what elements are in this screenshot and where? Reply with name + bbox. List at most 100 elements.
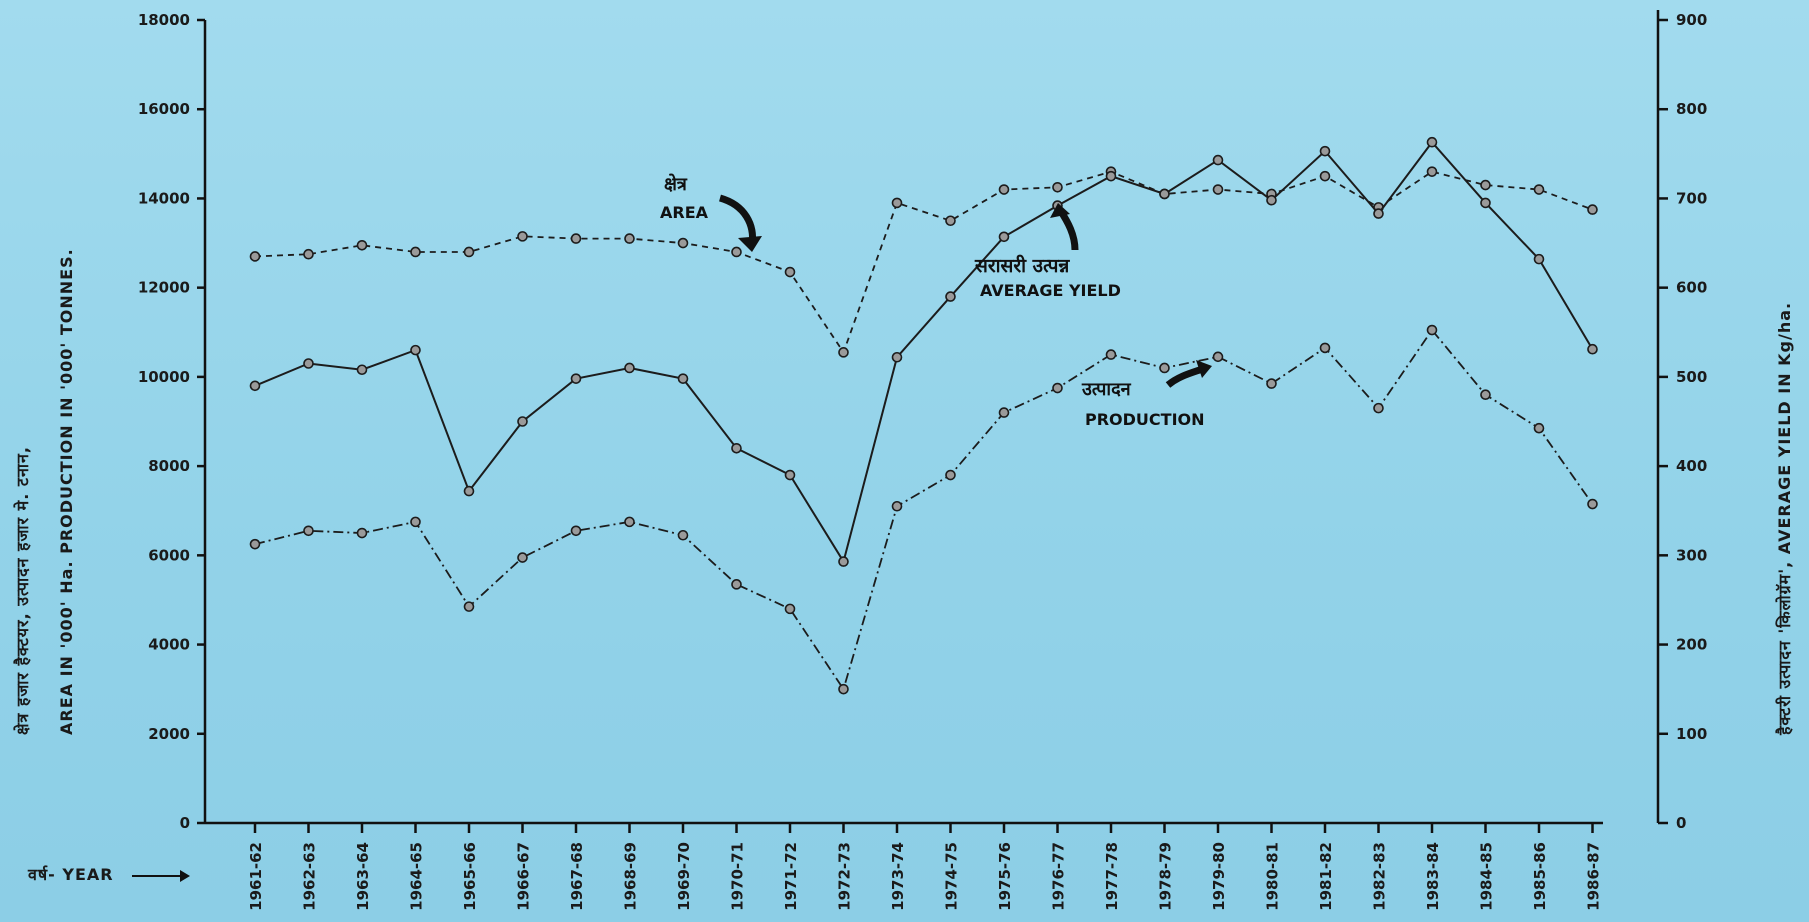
right-axis-title: हैक्टरी उत्पादन 'किलोग्रॅम', AVERAGE YIE…: [1775, 302, 1794, 736]
data-point-average-yield: [517, 416, 528, 427]
x-axis-label: वर्ष- YEAR: [27, 865, 114, 884]
data-point-production: [624, 516, 635, 528]
data-point-production: [1052, 382, 1063, 394]
data-point-average-yield: [1159, 188, 1170, 200]
data-point-area: [677, 237, 689, 249]
x-tick-label: 1984-85: [1478, 842, 1496, 911]
data-point-area: [356, 239, 368, 251]
data-point-area: [731, 246, 742, 258]
data-point-average-yield: [1319, 145, 1331, 157]
x-tick-label: 1976-77: [1050, 842, 1068, 911]
data-point-area: [303, 248, 314, 260]
data-point-area: [624, 233, 635, 244]
x-tick-label: 1982-83: [1371, 842, 1389, 911]
yield-annotation-hindi: सरासरी उत्पन्न: [974, 254, 1070, 277]
data-point-average-yield: [1533, 253, 1545, 265]
data-point-production: [1587, 498, 1598, 510]
data-point-average-yield: [570, 373, 582, 384]
production-annotation-hindi: उत्पादन: [1081, 379, 1132, 400]
production-pointer-arrow: [1165, 364, 1207, 388]
series-line-average-yield: [254, 140, 1594, 565]
data-point-production: [731, 579, 742, 590]
data-point-average-yield: [624, 362, 635, 374]
data-point-production: [463, 601, 475, 612]
left-y-tick-label: 10000: [138, 368, 190, 386]
left-y-tick-label: 12000: [138, 279, 190, 297]
data-point-area: [1319, 170, 1331, 182]
x-tick-label: 1985-86: [1531, 842, 1549, 911]
x-tick-label: 1977-78: [1103, 842, 1121, 911]
data-point-average-yield: [1587, 343, 1598, 355]
data-point-average-yield: [249, 380, 261, 392]
series-line-area: [254, 170, 1593, 355]
right-y-tick-label: 400: [1676, 457, 1707, 475]
right-y-ticks: 0 100 200 300 400 500 600 700 800 900: [1658, 11, 1707, 832]
area-annotation: AREA: [660, 203, 709, 222]
axes: [203, 10, 1660, 825]
data-point-production: [1212, 351, 1224, 363]
data-point-production: [1266, 378, 1277, 389]
data-point-area: [1052, 181, 1063, 193]
data-point-production: [1319, 342, 1331, 354]
data-point-average-yield: [945, 291, 956, 302]
data-point-average-yield: [1105, 170, 1117, 182]
left-y-ticks: 0 2000 4000 6000 8000 10000 12000 14000 16000 180…: [138, 11, 205, 832]
x-tick-label: 1965-66: [461, 842, 479, 911]
data-point-average-yield: [998, 231, 1010, 243]
data-point-production: [1373, 402, 1384, 414]
data-point-average-yield: [1480, 197, 1491, 209]
x-tick-label: 1962-63: [301, 842, 319, 911]
data-point-production: [677, 529, 689, 541]
data-point-production: [517, 552, 528, 563]
x-axis-arrow-head: [180, 870, 190, 882]
data-point-production: [891, 500, 903, 512]
data-point-area: [463, 246, 475, 258]
data-point-production: [1533, 422, 1545, 434]
x-tick-label: 1967-68: [568, 842, 586, 911]
data-point-area: [1587, 204, 1598, 215]
area-pointer-arrowhead: [738, 236, 762, 252]
right-y-tick-label: 600: [1676, 279, 1707, 297]
x-tick-label: 1964-65: [408, 842, 426, 911]
x-tick-label: 1973-74: [889, 842, 907, 911]
left-y-tick-label: 14000: [138, 189, 190, 207]
data-point-area: [410, 246, 421, 258]
data-point-production: [410, 516, 421, 528]
data-point-production: [1105, 349, 1117, 360]
x-tick-label: 1983-84: [1424, 842, 1442, 911]
left-y-tick-label: 6000: [148, 546, 190, 564]
data-point-average-yield: [410, 344, 421, 356]
x-tick-label: 1978-79: [1157, 842, 1175, 911]
data-point-area: [945, 215, 956, 227]
data-point-average-yield: [1426, 136, 1438, 148]
x-tick-label: 1980-81: [1264, 842, 1282, 911]
data-point-production: [249, 538, 261, 550]
left-y-tick-label: 8000: [148, 457, 190, 475]
data-point-production: [1426, 324, 1438, 336]
data-point-average-yield: [891, 351, 903, 363]
x-tick-label: 1963-64: [354, 842, 372, 911]
data-point-area: [838, 347, 849, 358]
data-point-production: [570, 525, 582, 537]
yield-pointer-arrow: [1057, 208, 1079, 251]
right-y-tick-label: 200: [1676, 636, 1707, 654]
data-point-average-yield: [356, 364, 368, 376]
x-ticks: 1961-62 1962-63 1963-64 1964-65 1965-66 1966-…: [247, 823, 1603, 911]
x-tick-label: 1986-87: [1585, 842, 1603, 911]
data-point-average-yield: [1373, 208, 1384, 219]
x-tick-label: 1970-71: [729, 842, 747, 911]
right-y-tick-label: 300: [1676, 546, 1707, 564]
left-y-tick-label: 2000: [148, 725, 190, 743]
data-point-production: [1480, 389, 1491, 401]
yield-annotation: AVERAGE YIELD: [980, 281, 1121, 300]
left-axis-title-english: AREA IN '000' Ha. PRODUCTION IN '000' TO…: [57, 248, 76, 735]
data-point-average-yield: [838, 556, 849, 567]
data-point-production: [356, 527, 368, 539]
data-point-average-yield: [463, 485, 475, 497]
data-point-area: [517, 231, 528, 242]
left-y-tick-label: 0: [180, 814, 190, 832]
data-point-production: [303, 525, 314, 537]
data-point-area: [570, 233, 582, 244]
